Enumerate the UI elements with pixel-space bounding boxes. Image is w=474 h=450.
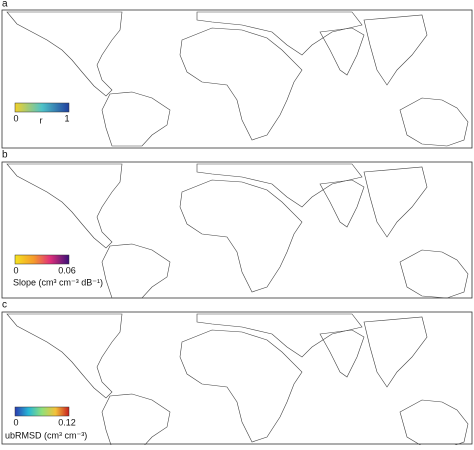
panel-label: a xyxy=(2,0,8,10)
colorbar-tick: 0.12 xyxy=(58,417,76,427)
panel-label: b xyxy=(2,150,8,161)
map-panel-c xyxy=(1,311,473,449)
colorbar-title: r xyxy=(40,115,43,125)
map-panel-b xyxy=(1,161,473,299)
map-panel-a xyxy=(1,9,473,149)
colorbar-tick: 0 xyxy=(13,113,18,123)
colorbar-tick: 0 xyxy=(13,265,18,275)
colorbar-title: Slope (cm³ cm⁻³ dB⁻¹) xyxy=(13,277,103,287)
colorbar-tick: 1 xyxy=(64,113,69,123)
colorbar-title: ubRMSD (cm³ cm⁻³) xyxy=(5,430,87,440)
colorbar-tick: 0.06 xyxy=(58,265,76,275)
colorbar-tick: 0 xyxy=(13,417,18,427)
panel-label: c xyxy=(2,300,7,311)
